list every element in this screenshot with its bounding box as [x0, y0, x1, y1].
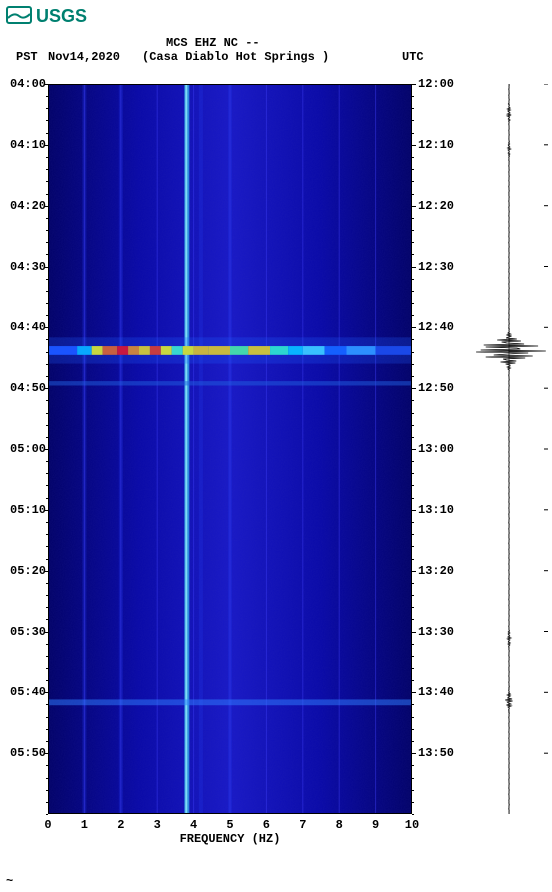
y-tick-left: 05:40: [10, 686, 44, 698]
y-axis-utc: 12:0012:1012:2012:3012:4012:5013:0013:10…: [418, 84, 458, 814]
x-tick: 3: [154, 818, 161, 832]
y-tick-left: 04:30: [10, 261, 44, 273]
y-tick-left: 04:40: [10, 321, 44, 333]
x-tick: 6: [263, 818, 270, 832]
y-tick-right: 12:10: [418, 139, 458, 151]
seismogram-trace: [470, 84, 548, 814]
x-axis-label: FREQUENCY (HZ): [48, 832, 412, 846]
y-tick-right: 13:10: [418, 504, 458, 516]
x-tick: 1: [81, 818, 88, 832]
x-axis: FREQUENCY (HZ) 012345678910: [48, 818, 412, 848]
y-tick-right: 13:50: [418, 747, 458, 759]
y-tick-right: 12:30: [418, 261, 458, 273]
y-tick-left: 05:30: [10, 626, 44, 638]
y-tick-right: 12:40: [418, 321, 458, 333]
y-tick-right: 13:30: [418, 626, 458, 638]
x-tick: 10: [405, 818, 419, 832]
y-tick-right: 13:20: [418, 565, 458, 577]
x-tick: 2: [117, 818, 124, 832]
y-axis-pst: 04:0004:1004:2004:3004:4004:5005:0005:10…: [10, 84, 44, 814]
x-tick: 0: [44, 818, 51, 832]
y-tick-right: 12:20: [418, 200, 458, 212]
svg-text:USGS: USGS: [36, 6, 87, 26]
tz-right-label: UTC: [402, 50, 424, 64]
station-name: (Casa Diablo Hot Springs ): [142, 50, 329, 64]
date-label: Nov14,2020: [48, 50, 120, 64]
y-tick-left: 05:20: [10, 565, 44, 577]
x-tick: 7: [299, 818, 306, 832]
x-tick: 4: [190, 818, 197, 832]
station-code: MCS EHZ NC --: [166, 36, 260, 50]
spectrogram-plot: [48, 84, 412, 814]
y-tick-left: 05:50: [10, 747, 44, 759]
y-tick-left: 04:50: [10, 382, 44, 394]
y-tick-left: 05:10: [10, 504, 44, 516]
y-tick-right: 12:00: [418, 78, 458, 90]
y-tick-left: 04:00: [10, 78, 44, 90]
y-tick-right: 13:00: [418, 443, 458, 455]
x-tick: 9: [372, 818, 379, 832]
usgs-logo: USGS: [6, 4, 102, 26]
tz-left-label: PST: [16, 50, 38, 64]
x-tick: 8: [336, 818, 343, 832]
y-tick-left: 04:10: [10, 139, 44, 151]
x-tick: 5: [226, 818, 233, 832]
y-tick-left: 05:00: [10, 443, 44, 455]
y-tick-right: 12:50: [418, 382, 458, 394]
y-tick-right: 13:40: [418, 686, 458, 698]
y-tick-left: 04:20: [10, 200, 44, 212]
footer-mark: ~: [6, 874, 13, 888]
